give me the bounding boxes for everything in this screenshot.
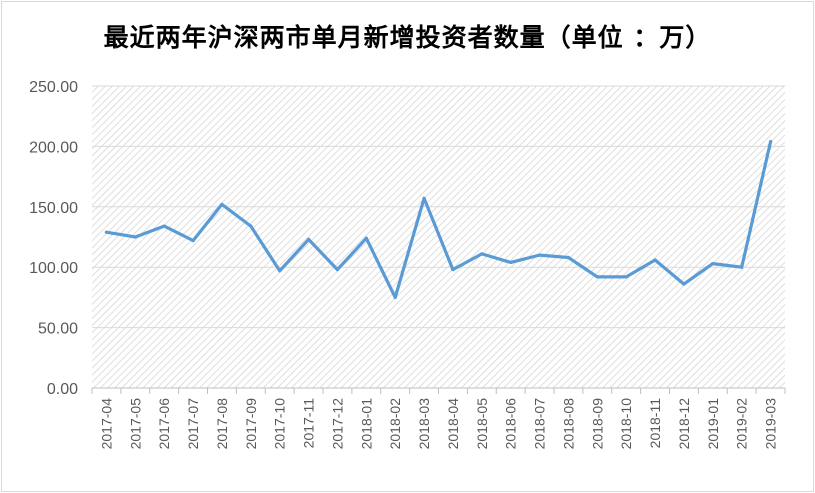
data-point bbox=[364, 236, 368, 240]
data-point bbox=[307, 237, 311, 241]
data-point bbox=[393, 295, 397, 299]
x-tick-label: 2019-01 bbox=[705, 398, 721, 450]
x-tick-label: 2017-08 bbox=[214, 398, 230, 450]
x-tick-label: 2017-05 bbox=[127, 398, 143, 450]
data-point bbox=[595, 275, 599, 279]
data-point bbox=[624, 275, 628, 279]
y-tick-label: 50.00 bbox=[38, 321, 78, 338]
x-tick-label: 2017-07 bbox=[185, 398, 201, 450]
x-tick-label: 2017-11 bbox=[301, 398, 317, 449]
data-point bbox=[104, 230, 108, 234]
data-point bbox=[191, 239, 195, 243]
x-tick-label: 2018-08 bbox=[560, 398, 576, 450]
x-tick-label: 2017-12 bbox=[329, 398, 345, 450]
data-point bbox=[682, 282, 686, 286]
data-point bbox=[653, 258, 657, 262]
data-point bbox=[740, 265, 744, 269]
x-tick-label: 2017-09 bbox=[243, 398, 259, 450]
data-point bbox=[711, 262, 715, 266]
y-tick-label: 150.00 bbox=[29, 200, 78, 217]
x-tick-label: 2017-04 bbox=[98, 398, 114, 450]
x-tick-label: 2018-09 bbox=[589, 398, 605, 450]
y-tick-label: 100.00 bbox=[29, 260, 78, 277]
data-point bbox=[133, 235, 137, 239]
chart-title: 最近两年沪深两市单月新增投资者数量（单位 ：万） bbox=[103, 23, 712, 52]
data-point bbox=[480, 252, 484, 256]
y-tick-label: 250.00 bbox=[29, 79, 78, 96]
series-line bbox=[104, 140, 773, 299]
data-point bbox=[538, 253, 542, 257]
x-tick-label: 2018-12 bbox=[676, 398, 692, 450]
data-point bbox=[451, 268, 455, 272]
x-tick-label: 2018-07 bbox=[532, 398, 548, 450]
data-point bbox=[769, 140, 773, 144]
data-point bbox=[162, 224, 166, 228]
data-point bbox=[220, 202, 224, 206]
x-tick-label: 2018-02 bbox=[387, 398, 403, 450]
x-tick-label: 2018-05 bbox=[474, 398, 490, 450]
x-tick-label: 2017-10 bbox=[272, 398, 288, 450]
data-point bbox=[566, 255, 571, 260]
data-point bbox=[278, 269, 282, 273]
data-point bbox=[249, 224, 253, 228]
x-tick-label: 2018-10 bbox=[618, 398, 634, 450]
data-point bbox=[335, 268, 339, 272]
data-point bbox=[422, 196, 426, 200]
x-tick-label: 2018-01 bbox=[358, 398, 374, 450]
x-tick-label: 2018-03 bbox=[416, 398, 432, 450]
y-tick-label: 200.00 bbox=[29, 139, 78, 156]
x-tick-label: 2017-06 bbox=[156, 398, 172, 450]
x-tick-label: 2018-06 bbox=[503, 398, 519, 450]
y-tick-label: 0.00 bbox=[47, 381, 78, 398]
x-tick-label: 2019-02 bbox=[734, 398, 750, 450]
x-tick-label: 2019-03 bbox=[763, 398, 779, 450]
x-tick-label: 2018-04 bbox=[445, 398, 461, 450]
x-tick-label: 2018-11 bbox=[647, 398, 663, 449]
data-point bbox=[509, 260, 513, 264]
